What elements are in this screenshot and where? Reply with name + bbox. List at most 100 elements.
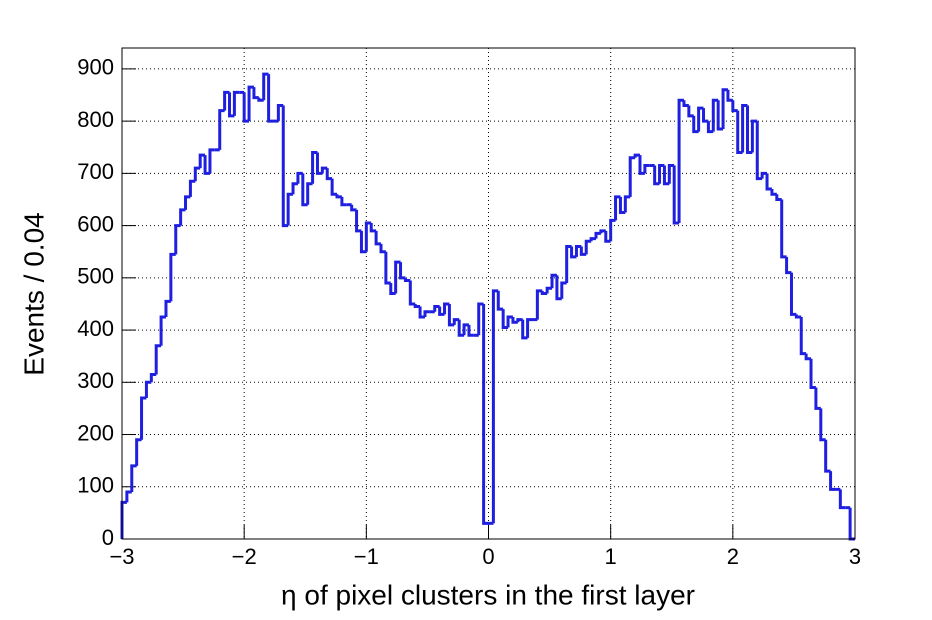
histogram-bin: [687, 105, 694, 118]
histogram-bin: [565, 244, 572, 284]
histogram-bin: [521, 319, 528, 340]
histogram-bin: [785, 256, 792, 275]
y-tick-label: 800: [77, 107, 114, 132]
histogram-bin: [242, 92, 250, 123]
x-axis-title: η of pixel clusters in the first layer: [281, 579, 695, 610]
histogram-bin: [741, 103, 748, 153]
histogram-bin: [628, 156, 636, 197]
y-tick-label: 900: [77, 55, 114, 80]
histogram-bin: [511, 317, 518, 324]
histogram-bin: [716, 100, 724, 131]
histogram-bin: [355, 209, 362, 233]
histogram-bin: [130, 464, 137, 492]
histogram-bin: [496, 290, 504, 311]
y-tick-label: 200: [77, 420, 114, 445]
histogram-bin: [135, 438, 142, 466]
y-tick-label: 0: [102, 525, 114, 550]
histogram-bin: [721, 88, 728, 129]
histogram-bin: [535, 289, 543, 320]
histogram-bin: [208, 148, 215, 174]
histogram-bin: [526, 318, 533, 338]
histogram-bin: [584, 239, 592, 255]
x-tick-label: −1: [354, 544, 379, 569]
histogram-bin: [140, 396, 147, 440]
histogram-bin: [731, 100, 738, 113]
histogram-bin: [320, 166, 328, 174]
histogram-bin: [750, 119, 758, 153]
histogram-bin: [618, 196, 626, 215]
histogram-bin: [623, 195, 631, 213]
histogram-bin: [223, 90, 230, 111]
histogram-bin: [770, 189, 777, 196]
histogram-bin: [726, 89, 733, 102]
histogram-bin: [159, 315, 166, 346]
histogram-bin: [423, 310, 430, 318]
histogram-bin: [276, 103, 284, 122]
y-axis-title: Events / 0.04: [18, 212, 49, 375]
histogram-bin: [413, 303, 421, 309]
histogram-bin: [477, 302, 484, 336]
histogram-bin: [579, 246, 587, 256]
histogram-bin: [154, 344, 162, 375]
histogram-bin: [394, 260, 401, 294]
histogram-bin: [144, 380, 152, 398]
histogram-bin: [125, 490, 132, 503]
x-tick-label: 3: [849, 544, 861, 569]
histogram-bin: [149, 372, 157, 383]
histogram-bin: [604, 230, 611, 243]
histogram-bin: [335, 194, 342, 199]
histogram-bin: [359, 230, 367, 254]
histogram-bin: [169, 252, 176, 302]
y-tick-label: 100: [77, 473, 114, 498]
histogram-bin: [702, 108, 709, 123]
histogram-bin: [692, 115, 699, 134]
y-tick-label: 300: [77, 368, 114, 393]
histogram-bin: [188, 179, 196, 197]
histogram-bin: [775, 194, 782, 201]
histogram-bin: [491, 289, 499, 524]
histogram-bin: [780, 199, 787, 259]
histogram-bin: [809, 358, 816, 390]
histogram-bin: [325, 168, 333, 181]
histogram-bin: [379, 243, 386, 254]
histogram-bin: [418, 306, 425, 319]
histogram-bin: [247, 85, 254, 122]
histogram-bin: [252, 87, 259, 100]
histogram-bin: [736, 110, 743, 154]
histogram-bin: [330, 178, 338, 196]
plot-frame: [121, 47, 856, 540]
histogram-bin: [653, 165, 660, 186]
histogram-bin: [311, 150, 318, 184]
histogram-bin: [697, 106, 704, 132]
histogram-bin: [814, 387, 821, 410]
histogram-bin: [198, 153, 206, 169]
histogram-bin: [501, 309, 509, 329]
y-tick-label: 600: [77, 211, 114, 236]
histogram-bin: [447, 303, 455, 327]
histogram-bin: [457, 319, 465, 337]
histogram-bin: [374, 230, 381, 246]
histogram-bin: [306, 182, 313, 205]
histogram-bin: [643, 164, 650, 174]
histogram-bin: [516, 318, 523, 323]
histogram-bin: [570, 246, 577, 259]
histogram-bin: [574, 244, 582, 257]
histogram-bin: [350, 204, 357, 212]
histogram-bin: [262, 72, 269, 101]
histogram-bin: [384, 251, 391, 285]
histogram-bin: [819, 408, 826, 442]
histogram-bin: [555, 275, 562, 301]
histogram-bin: [638, 155, 645, 175]
histogram-bin: [291, 182, 298, 195]
histogram-bin: [369, 222, 377, 233]
histogram-bin: [340, 196, 347, 207]
histogram-bin: [760, 171, 768, 179]
histogram-bin: [164, 299, 171, 318]
y-tick-label: 700: [77, 159, 114, 184]
histogram-bin: [560, 281, 567, 299]
histogram-bin: [682, 100, 689, 107]
histogram-bin: [706, 121, 714, 134]
histogram-bin: [824, 439, 831, 473]
